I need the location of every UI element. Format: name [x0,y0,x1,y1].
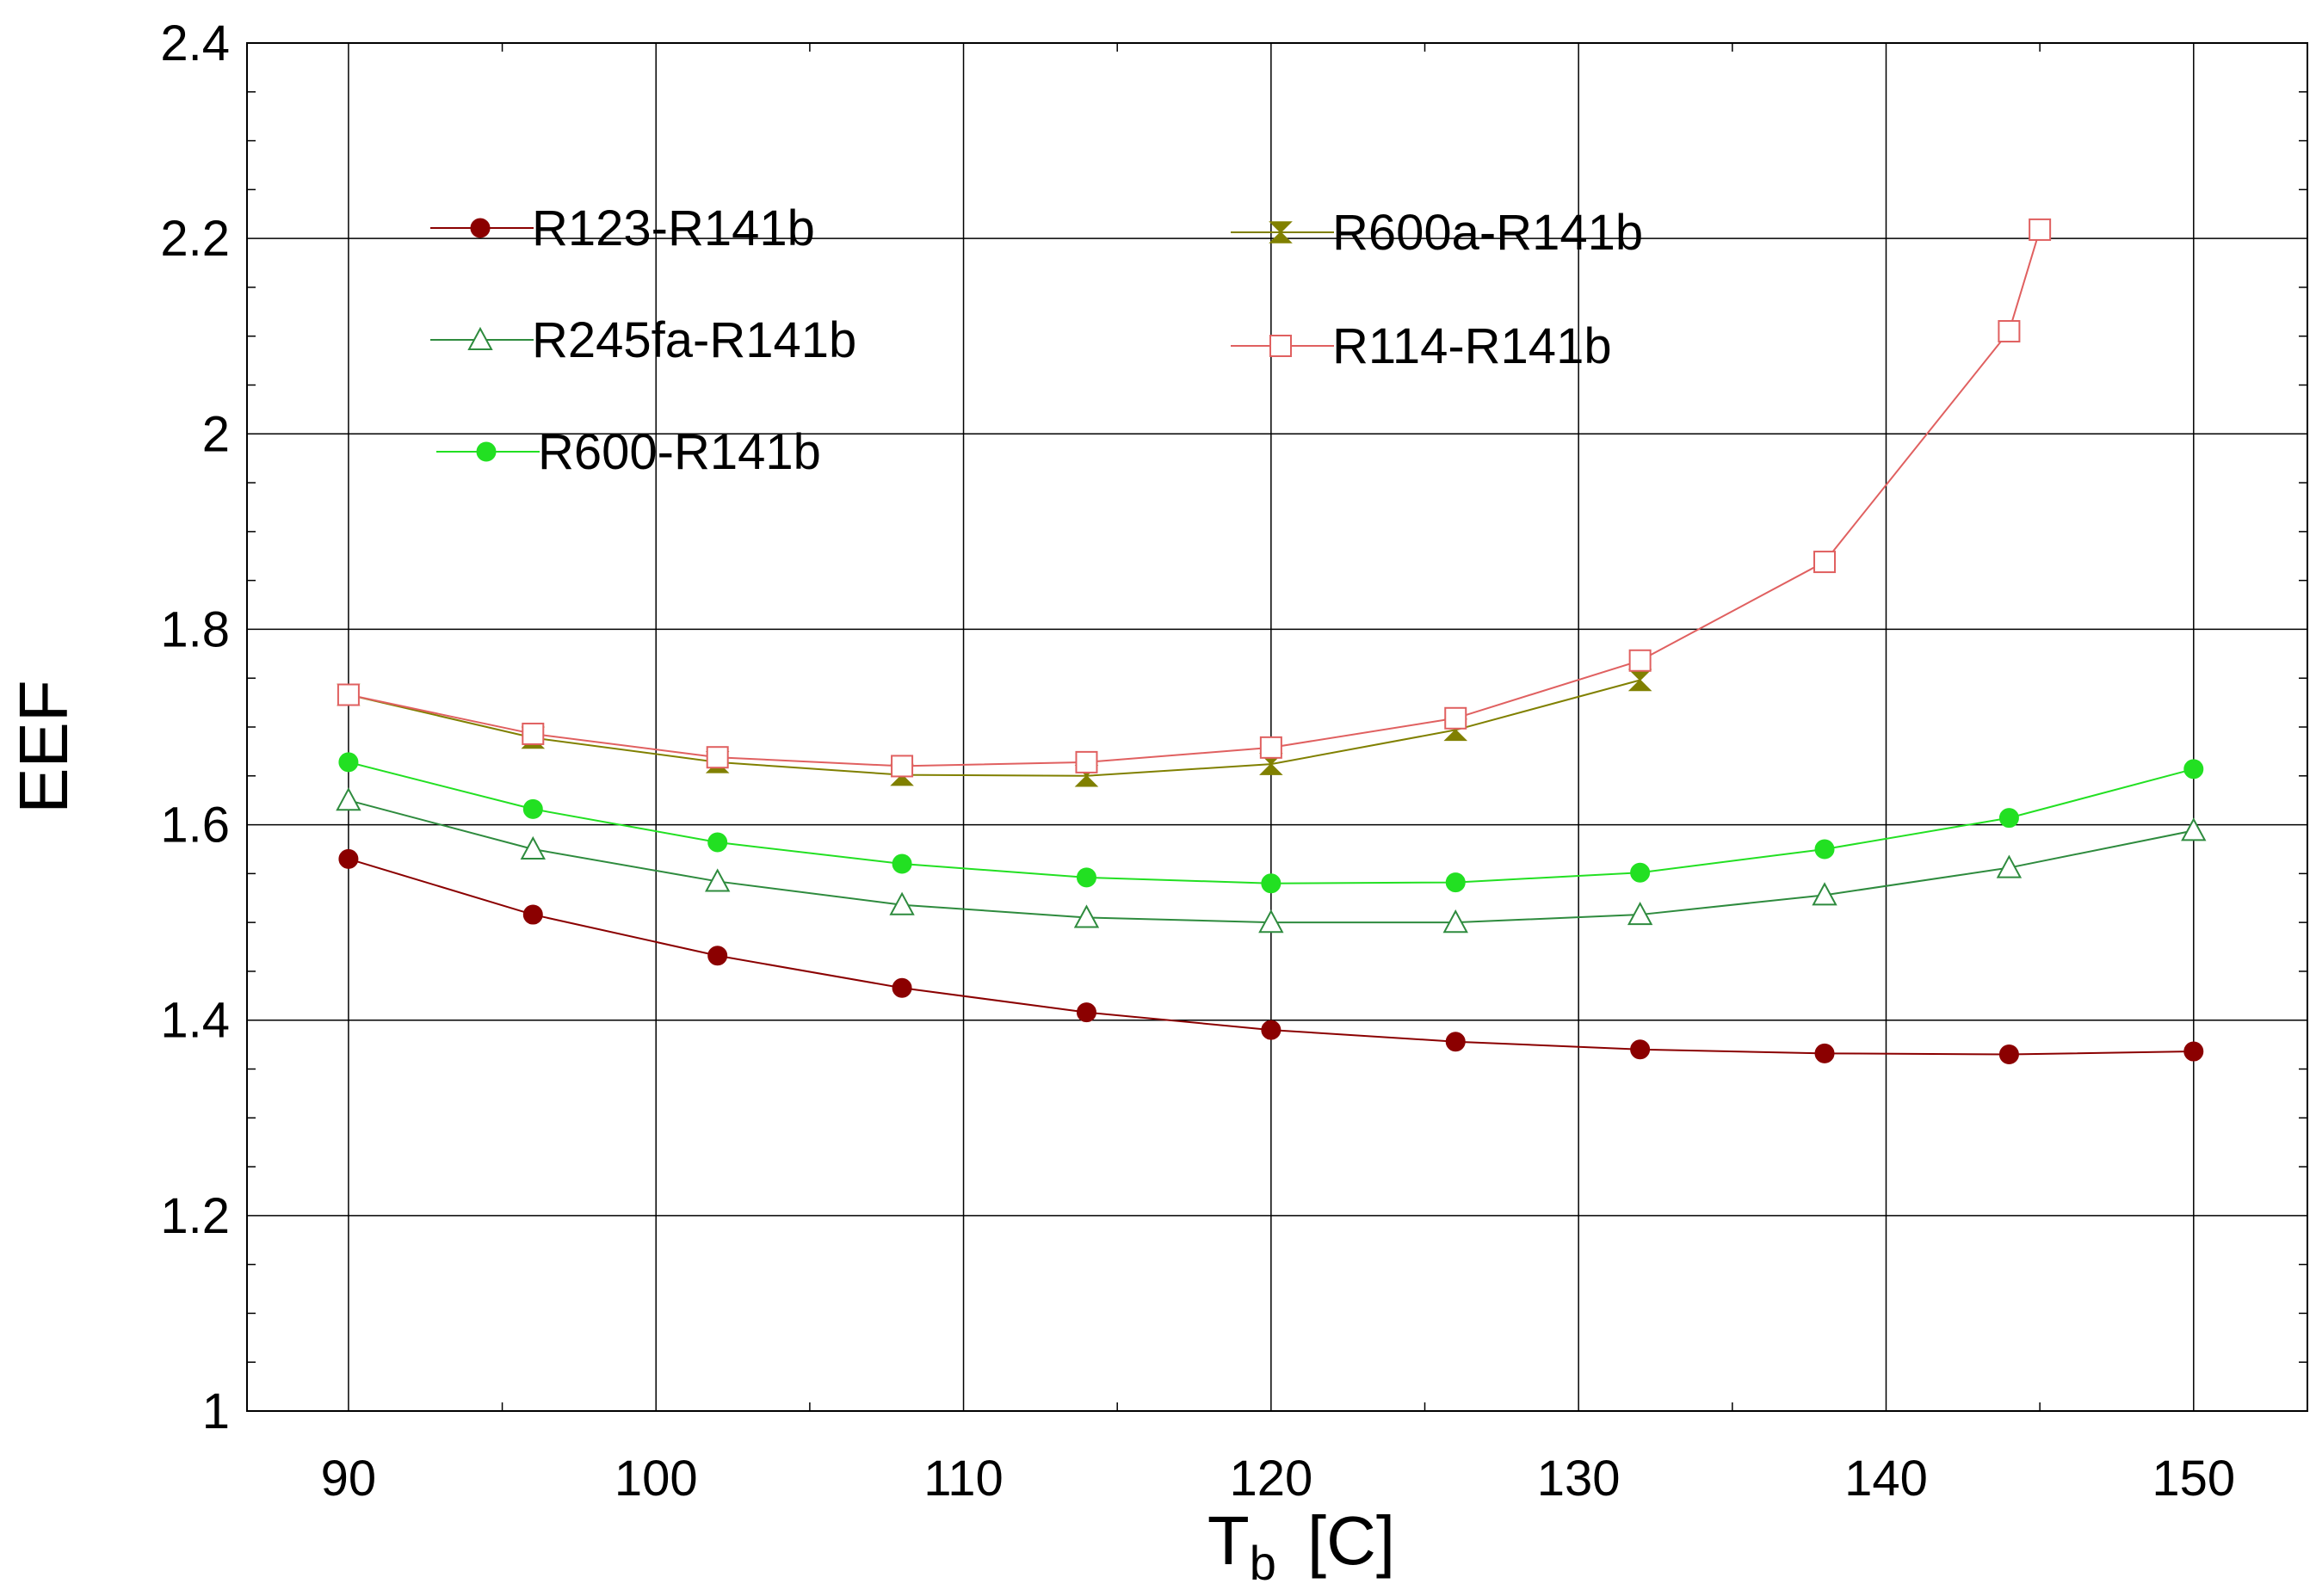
data-point [705,868,731,892]
data-point [1076,867,1096,888]
x-tick-label: 120 [1229,1451,1312,1507]
data-point [1076,1002,1096,1023]
y-axis-label: EEF [5,680,82,814]
data-point [2183,759,2204,780]
plot-frame [246,42,2308,1412]
legend-label: R114-R141b [1332,318,1612,374]
data-point [1075,750,1098,773]
x-axis-label-subscript: b [1250,1536,1276,1590]
y-tick-label: 1.8 [160,601,230,657]
data-point [522,798,543,819]
series-R123-R141b [338,848,2204,1064]
data-point [1814,1043,1835,1063]
x-axis-label-unit: [C] [1307,1502,1395,1579]
data-point [522,722,545,745]
data-point [1258,909,1284,934]
legend-marker [470,218,491,238]
data-point [1814,839,1835,860]
legend-entry: R114-R141b [1231,318,1612,374]
data-point [707,832,728,853]
data-point [1445,872,1466,893]
y-tick-label: 1.6 [160,798,230,853]
data-point [1261,873,1282,894]
legend-marker [467,326,493,351]
data-point [1998,320,2021,343]
data-point [1442,909,1468,934]
legend-marker [1269,335,1292,357]
x-axis-label: Tb [C] [1207,1502,1395,1590]
series-layer [336,218,2207,1064]
y-tick-label: 1.4 [160,993,230,1049]
y-tick-label: 2 [202,406,230,462]
data-point [2029,218,2052,241]
data-point [892,853,912,874]
data-point [1630,1039,1651,1060]
data-point [2183,1041,2204,1062]
legend-entry: R245fa-R141b [430,312,856,368]
data-point [336,787,361,811]
legend-entry: R600a-R141b [1231,205,1643,261]
minor-ticks [247,43,2307,1411]
legend-label: R600a-R141b [1332,205,1643,261]
x-axis-label-main: T [1207,1502,1250,1579]
series-R114-R141b [337,218,2052,778]
data-point [1813,551,1837,574]
x-tick-label: 130 [1537,1451,1621,1507]
data-point [1627,669,1652,692]
data-point [2181,817,2207,841]
data-point [706,746,729,769]
legend-marker [476,441,497,462]
data-point [1444,706,1467,730]
y-tick-label: 2.4 [160,15,230,71]
data-point [889,891,915,915]
legend-label: R245fa-R141b [532,312,856,368]
data-point [1628,649,1652,672]
data-point [1630,862,1651,883]
x-tick-label: 100 [615,1451,698,1507]
series-line [348,679,1640,777]
data-point [1998,808,2019,829]
x-tick-label: 140 [1844,1451,1928,1507]
data-point [1996,854,2023,878]
series-R600-R141b [338,752,2204,894]
legend-entry: R123-R141b [430,200,815,256]
data-point [1627,901,1653,926]
legend-label: R123-R141b [532,200,815,256]
data-point [1261,1020,1282,1040]
data-point [1812,882,1837,906]
data-point [707,946,728,966]
y-tick-labels: 1 1.2 1.4 1.6 1.8 2 2.2 2.4 [160,15,230,1439]
legend-label: R600-R141b [538,424,821,480]
data-point [338,848,359,869]
legend: R123-R141b R245fa-R141b R600-R141b R600a-R1… [430,200,1643,480]
y-tick-label: 2.2 [160,211,230,267]
data-point [522,904,543,925]
x-tick-label: 110 [923,1451,1003,1507]
data-point [1073,904,1100,928]
data-point [892,977,912,998]
x-tick-label: 150 [2152,1451,2235,1507]
legend-entry: R600-R141b [436,424,821,480]
data-point [1259,736,1282,759]
series-R245fa-R141b [336,787,2207,934]
data-point [520,835,546,860]
x-tick-label: 90 [321,1451,377,1507]
series-line [348,229,2041,767]
data-point [1445,1032,1466,1052]
legend-marker [1269,221,1293,243]
data-point [1998,1044,2019,1064]
y-tick-label: 1 [202,1383,230,1439]
x-tick-labels: 90 100 110 120 130 140 150 [321,1451,2236,1507]
data-point [337,683,360,706]
data-point [891,755,914,778]
data-point [338,752,359,773]
y-tick-label: 1.2 [160,1188,230,1244]
